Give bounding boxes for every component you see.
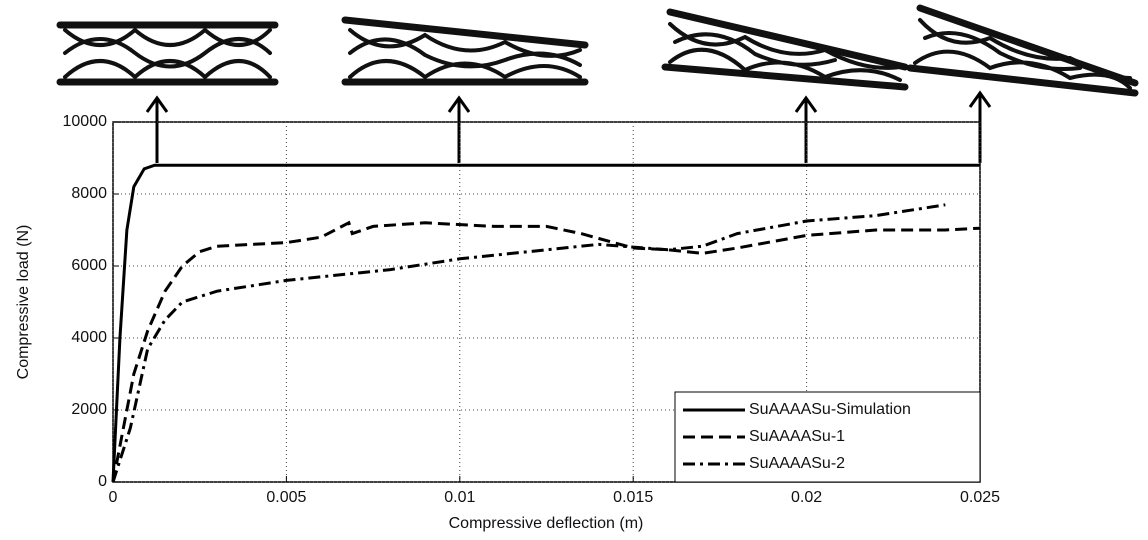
x-tick-label: 0 [109,489,118,506]
legend-label: SuAAAASu-1 [749,428,845,445]
x-tick-label: 0.005 [266,489,306,506]
y-tick-label: 4000 [71,329,107,346]
line-series [111,203,946,483]
y-axis-label: Compressive load (N) [15,225,32,380]
lattice-images [56,4,1139,97]
y-tick-label: 10000 [63,113,108,130]
x-tick-label: 0.01 [444,489,475,506]
y-tick-label: 8000 [71,185,107,202]
line-series [111,220,981,483]
y-tick-label: 6000 [71,257,107,274]
legend: SuAAAASu-Simulation SuAAAASu-1 SuAAAASu-2 [674,391,981,483]
x-tick-label: 0.015 [613,489,653,506]
line-series [111,163,980,483]
x-tick-label: 0.02 [791,489,822,506]
arrows [145,90,992,163]
y-tick-label: 2000 [71,401,107,418]
legend-label: SuAAAASu-2 [749,455,845,472]
x-axis-label: Compressive deflection (m) [449,515,644,532]
legend-label: SuAAAASu-Simulation [749,401,911,418]
y-tick-label: 0 [98,473,107,490]
x-tick-label: 0.025 [960,489,1000,506]
